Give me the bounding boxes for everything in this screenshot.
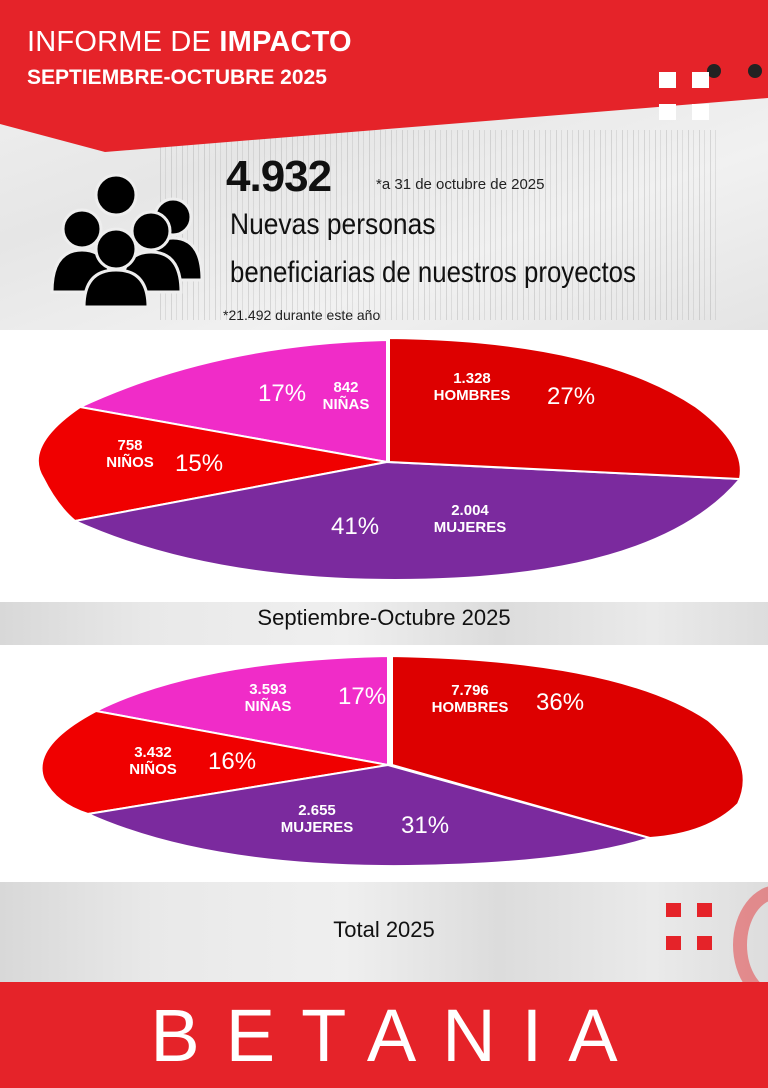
caption-band bbox=[0, 602, 768, 645]
report-title: INFORME DE IMPACTO bbox=[27, 26, 352, 58]
square-icon bbox=[697, 936, 712, 950]
caption-band bbox=[0, 882, 768, 982]
pct-ninas: 17% bbox=[258, 380, 307, 407]
date-note: *a 31 de octubre de 2025 bbox=[376, 176, 545, 193]
label-hombres: 7.796 HOMBRES bbox=[431, 682, 509, 716]
year-total-note: *21.492 durante este año bbox=[223, 307, 381, 323]
label-ninas: 842 NIÑAS bbox=[322, 379, 370, 413]
slice-hombres bbox=[388, 336, 742, 481]
label-mujeres: 2.004 MUJERES bbox=[433, 502, 507, 536]
slice-mujeres bbox=[71, 460, 743, 580]
pct-mujeres: 31% bbox=[401, 812, 450, 839]
pct-mujeres: 41% bbox=[331, 513, 380, 540]
pct-hombres: 27% bbox=[547, 383, 596, 410]
slice-ninos bbox=[40, 709, 389, 816]
slice-ninas bbox=[92, 654, 389, 767]
slice-mujeres bbox=[84, 763, 654, 868]
square-icon bbox=[666, 903, 681, 917]
square-icon bbox=[666, 936, 681, 950]
label-hombres: 1.328 HOMBRES bbox=[433, 370, 511, 404]
label-ninas: 3.593 NIÑAS bbox=[244, 681, 292, 715]
square-icon bbox=[697, 903, 712, 917]
header-banner bbox=[0, 0, 768, 152]
dot-icon bbox=[748, 64, 762, 78]
description-line-1: Nuevas personas bbox=[230, 208, 436, 241]
pct-ninos: 15% bbox=[175, 450, 224, 477]
footer-banner: BETANIA bbox=[0, 982, 768, 1088]
people-group-icon bbox=[50, 173, 204, 307]
decorative-texture bbox=[160, 130, 720, 320]
total-beneficiaries: 4.932 bbox=[226, 152, 332, 201]
description-line-2: beneficiarias de nuestros proyectos bbox=[230, 256, 636, 289]
pie-chart-total-2025 bbox=[40, 654, 745, 868]
square-icon bbox=[692, 72, 709, 88]
pie-chart-sept-oct bbox=[36, 336, 743, 580]
pct-ninas: 17% bbox=[338, 683, 387, 710]
slice-hombres bbox=[391, 654, 745, 840]
pct-ninos: 16% bbox=[208, 748, 257, 775]
slice-ninos bbox=[36, 405, 388, 523]
label-ninos: 3.432 NIÑOS bbox=[129, 744, 177, 778]
slice-ninas bbox=[76, 338, 388, 464]
chart-2-title: Total 2025 bbox=[333, 917, 435, 942]
chart-1-title: Septiembre-Octubre 2025 bbox=[257, 605, 511, 630]
label-ninos: 758 NIÑOS bbox=[106, 437, 154, 471]
square-icon bbox=[659, 72, 676, 88]
pct-hombres: 36% bbox=[536, 689, 585, 716]
dot-icon bbox=[707, 64, 721, 78]
square-icon bbox=[692, 104, 709, 120]
report-period: SEPTIEMBRE-OCTUBRE 2025 bbox=[27, 66, 327, 89]
label-mujeres: 2.655 MUJERES bbox=[280, 802, 354, 836]
square-icon bbox=[659, 104, 676, 120]
brand-logo: BETANIA bbox=[150, 993, 644, 1077]
